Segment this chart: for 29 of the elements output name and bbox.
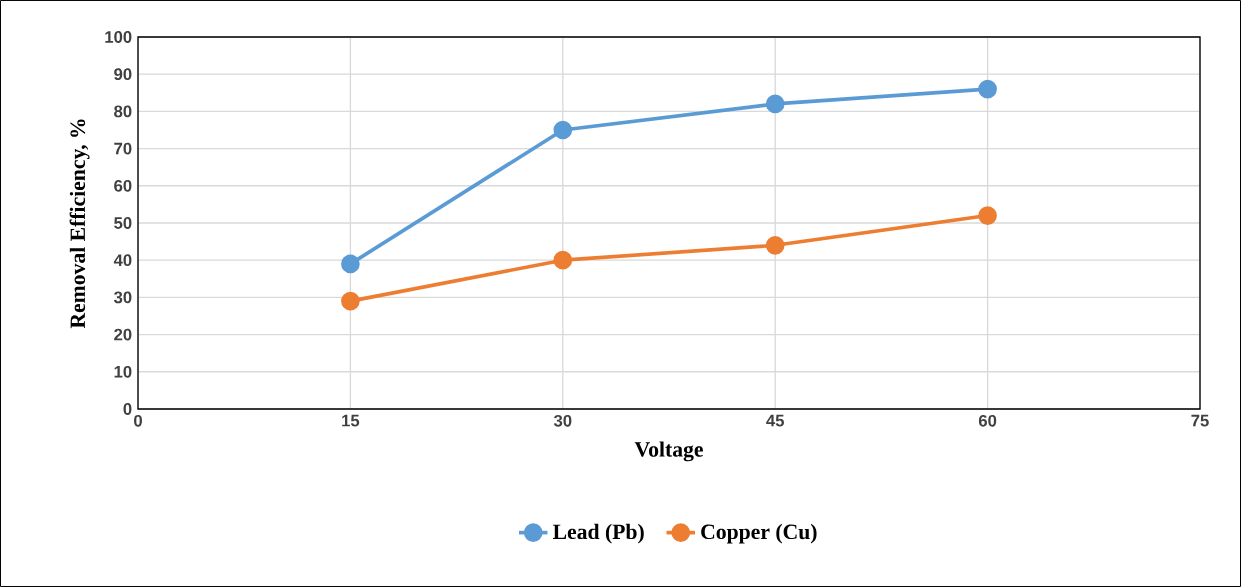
point (341, 291, 360, 311)
point (553, 120, 573, 140)
y-axis-title: Removal Efficiency, % (69, 119, 90, 329)
x-tick-label: 60 (978, 414, 997, 427)
y-tick-label: 0 (123, 403, 132, 415)
x-tick-label: 30 (553, 414, 572, 427)
point (553, 250, 573, 270)
y-tick-label: 100 (105, 31, 132, 43)
x-tick-label: 15 (342, 414, 360, 427)
x-tick-label: 75 (1191, 414, 1209, 427)
y-tick-label: 40 (113, 254, 132, 267)
y-tick-label: 80 (114, 105, 132, 118)
y-tick-label: 10 (114, 365, 132, 378)
x-tick-label: 0 (134, 414, 142, 427)
point (978, 79, 997, 99)
point (765, 94, 785, 114)
x-axis-title: Voltage (634, 441, 703, 462)
y-tick-label: 30 (113, 291, 132, 304)
legend-label: Lead (Pb) (552, 523, 644, 544)
point (765, 235, 785, 255)
point (978, 206, 997, 225)
y-tick-label: 60 (114, 179, 132, 192)
y-tick-label: 20 (114, 328, 132, 341)
point (341, 254, 360, 274)
y-tick-label: 90 (114, 68, 132, 81)
y-tick-label: 70 (114, 142, 132, 155)
legend-label: Copper (Cu) (701, 523, 817, 544)
x-tick-label: 45 (766, 414, 785, 427)
y-tick-label: 50 (114, 217, 132, 229)
